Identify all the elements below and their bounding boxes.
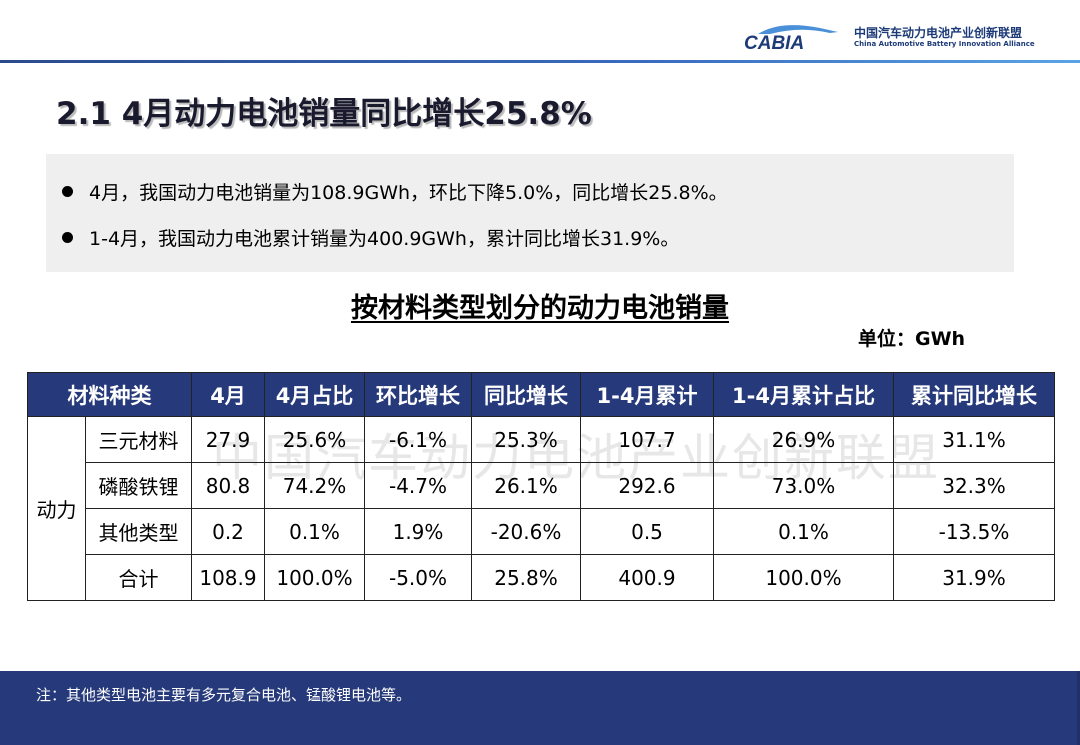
table-cell: 25.3% — [471, 416, 581, 463]
header-cell: 1-4月累计占比 — [713, 372, 894, 417]
table-cell: 32.3% — [893, 462, 1055, 509]
table-cell: 107.7 — [580, 416, 714, 463]
table-cell: 400.9 — [580, 554, 714, 601]
table-row: 磷酸铁锂 80.8 74.2% -4.7% 26.1% 292.6 73.0% … — [28, 462, 1055, 509]
table-cell: 108.9 — [191, 554, 265, 601]
org-name-en: China Automotive Battery Innovation Alli… — [854, 40, 1035, 48]
table-cell: 100.0% — [264, 554, 365, 601]
table-cell: 27.9 — [191, 416, 265, 463]
table-cell: 31.1% — [893, 416, 1055, 463]
table-cell: 74.2% — [264, 462, 365, 509]
table-cell: 磷酸铁锂 — [85, 462, 192, 509]
table-unit: 单位：GWh — [858, 328, 966, 350]
logo-text: CABIA — [744, 33, 804, 52]
header-cell: 4月占比 — [264, 372, 365, 417]
page-title: 2.1 4月动力电池销量同比增长25.8% — [56, 96, 592, 132]
table-cell: 100.0% — [713, 554, 894, 601]
bullet-text: 4月，我国动力电池销量为108.9GWh，环比下降5.0%，同比增长25.8%。 — [89, 182, 728, 204]
table-cell: -5.0% — [364, 554, 472, 601]
org-name-cn: 中国汽车动力电池产业创新联盟 — [854, 26, 1023, 40]
footer-edge — [1077, 671, 1080, 745]
cabia-logo-icon: CABIA — [744, 25, 838, 52]
header-cell: 同比增长 — [471, 372, 581, 417]
table-cell: -6.1% — [364, 416, 472, 463]
table-cell: 0.2 — [191, 508, 265, 555]
table-cell: 0.1% — [264, 508, 365, 555]
table-cell: 25.8% — [471, 554, 581, 601]
header-cell: 累计同比增长 — [893, 372, 1055, 417]
footnote: 注：其他类型电池主要有多元复合电池、锰酸锂电池等。 — [36, 686, 412, 704]
table-cell: 0.1% — [713, 508, 894, 555]
sales-table: 材料种类 4月 4月占比 环比增长 同比增长 1-4月累计 1-4月累计占比 累… — [27, 372, 1055, 601]
table-cell: 0.5 — [580, 508, 714, 555]
table-title: 按材料类型划分的动力电池销量 — [351, 293, 729, 324]
table-row: 其他类型 0.2 0.1% 1.9% -20.6% 0.5 0.1% -13.5… — [28, 508, 1055, 555]
bullet-item: 1-4月，我国动力电池累计销量为400.9GWh，累计同比增长31.9%。 — [62, 224, 679, 251]
table-header-row: 材料种类 4月 4月占比 环比增长 同比增长 1-4月累计 1-4月累计占比 累… — [27, 372, 1055, 417]
header-divider — [0, 60, 1080, 63]
table-cell: -13.5% — [893, 508, 1055, 555]
table-cell: 三元材料 — [85, 416, 192, 463]
table-cell: 73.0% — [713, 462, 894, 509]
summary-box: 4月，我国动力电池销量为108.9GWh，环比下降5.0%，同比增长25.8%。… — [46, 154, 1014, 272]
header-cell: 4月 — [191, 372, 265, 417]
table-cell: 80.8 — [191, 462, 265, 509]
header-cell: 材料种类 — [27, 372, 192, 417]
table-cell: 26.9% — [713, 416, 894, 463]
group-label-cell: 动力 — [27, 416, 86, 601]
table-cell: 31.9% — [893, 554, 1055, 601]
table-cell: 1.9% — [364, 508, 472, 555]
footer-bar: 注：其他类型电池主要有多元复合电池、锰酸锂电池等。 — [0, 671, 1080, 745]
table-cell: 26.1% — [471, 462, 581, 509]
org-logo: CABIA 中国汽车动力电池产业创新联盟 China Automotive Ba… — [740, 18, 1040, 54]
bullet-text: 1-4月，我国动力电池累计销量为400.9GWh，累计同比增长31.9%。 — [89, 228, 680, 250]
bullet-dot-icon — [62, 186, 73, 197]
bullet-dot-icon — [62, 232, 73, 243]
table-cell: 其他类型 — [85, 508, 192, 555]
header-cell: 环比增长 — [364, 372, 472, 417]
table-cell: -4.7% — [364, 462, 472, 509]
bullet-item: 4月，我国动力电池销量为108.9GWh，环比下降5.0%，同比增长25.8%。 — [62, 178, 728, 205]
table-row: 合计 108.9 100.0% -5.0% 25.8% 400.9 100.0%… — [28, 554, 1055, 601]
table-cell: -20.6% — [471, 508, 581, 555]
table-row: 动力 三元材料 27.9 25.6% -6.1% 25.3% 107.7 26.… — [27, 416, 1055, 601]
table-cell: 25.6% — [264, 416, 365, 463]
header-cell: 1-4月累计 — [580, 372, 714, 417]
table-cell: 合计 — [85, 554, 192, 601]
table-cell: 292.6 — [580, 462, 714, 509]
